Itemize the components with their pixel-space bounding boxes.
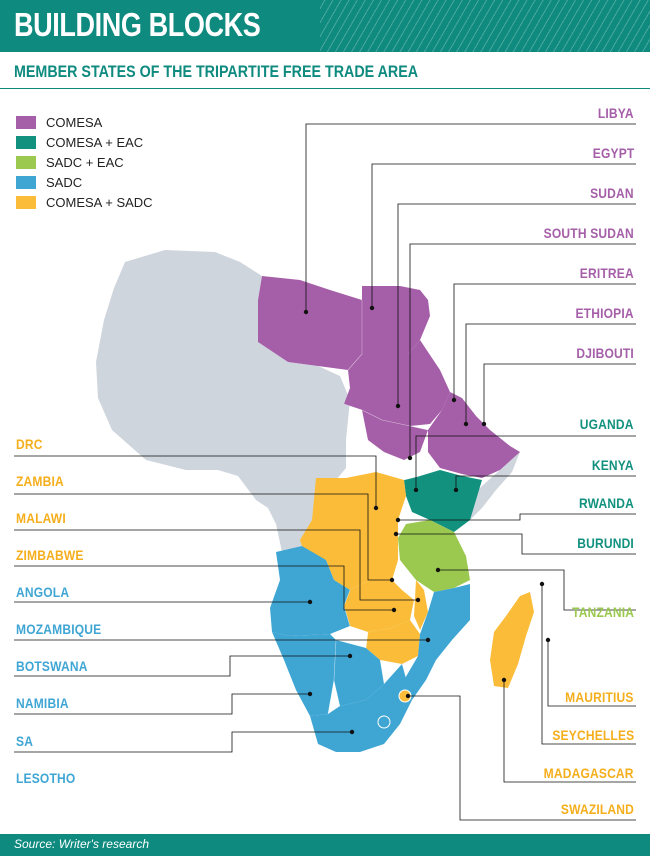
label-burundi: BURUNDI bbox=[577, 535, 634, 551]
lesotho-region bbox=[377, 715, 391, 729]
label-zambia: ZAMBIA bbox=[16, 473, 64, 489]
leader-lines bbox=[14, 123, 636, 821]
label-south-sudan: SOUTH SUDAN bbox=[543, 225, 634, 241]
zimbabwe-region bbox=[366, 620, 420, 664]
label-mauritius: MAURITIUS bbox=[565, 689, 634, 705]
egypt-region bbox=[362, 286, 430, 354]
legend-item-sadc-eac: SADC + EAC bbox=[16, 152, 153, 172]
subtitle-divider bbox=[0, 88, 650, 89]
label-madagascar: MADAGASCAR bbox=[543, 765, 634, 781]
legend-label: SADC bbox=[46, 174, 83, 190]
label-angola: ANGOLA bbox=[16, 584, 70, 600]
libya-region bbox=[258, 276, 362, 370]
label-libya: LIBYA bbox=[598, 105, 634, 121]
malawi-region bbox=[414, 580, 428, 630]
label-namibia: NAMIBIA bbox=[16, 695, 69, 711]
angola-region bbox=[270, 546, 350, 636]
madagascar-region bbox=[490, 592, 534, 688]
header-stripes bbox=[320, 0, 650, 52]
label-malawi: MALAWI bbox=[16, 510, 66, 526]
legend-swatch bbox=[16, 135, 36, 149]
rest-of-africa bbox=[96, 250, 350, 552]
legend-swatch bbox=[16, 115, 36, 129]
source-note: Source: Writer's research bbox=[14, 837, 149, 851]
label-kenya: KENYA bbox=[592, 457, 634, 473]
header-banner: BUILDING BLOCKS bbox=[0, 0, 650, 52]
label-mozambique: MOZAMBIQUE bbox=[16, 621, 102, 637]
label-eritrea: ERITREA bbox=[579, 265, 634, 281]
page-title: BUILDING BLOCKS bbox=[14, 6, 261, 43]
eritrea-ethiopia-region bbox=[428, 392, 520, 478]
label-drc: DRC bbox=[16, 436, 43, 452]
drc-region bbox=[300, 472, 406, 590]
legend-item-comesa: COMESA bbox=[16, 112, 153, 132]
legend-item-comesa-eac: COMESA + EAC bbox=[16, 132, 153, 152]
label-egypt: EGYPT bbox=[592, 145, 634, 161]
zambia-region bbox=[344, 580, 414, 632]
label-uganda: UGANDA bbox=[580, 416, 634, 432]
south-africa-region bbox=[310, 664, 412, 752]
legend-label: COMESA + SADC bbox=[46, 194, 153, 210]
mozambique-region bbox=[404, 584, 470, 700]
label-rwanda: RWANDA bbox=[579, 495, 634, 511]
sudan-region bbox=[344, 340, 450, 426]
legend-swatch bbox=[16, 155, 36, 169]
label-sa: SA bbox=[16, 733, 34, 749]
legend-label: COMESA bbox=[46, 114, 103, 130]
label-tanzania: TANZANIA bbox=[571, 604, 634, 620]
south-sudan-region bbox=[362, 410, 428, 460]
tanzania-region bbox=[398, 520, 470, 592]
anchor-dots bbox=[303, 305, 551, 735]
label-ethiopia: ETHIOPIA bbox=[575, 305, 634, 321]
footer-bar: Source: Writer's research bbox=[0, 834, 650, 856]
label-seychelles: SEYCHELLES bbox=[551, 727, 634, 743]
label-zimbabwe: ZIMBABWE bbox=[16, 547, 84, 563]
legend-label: COMESA + EAC bbox=[46, 134, 144, 150]
label-djibouti: DJIBOUTI bbox=[576, 345, 634, 361]
botswana-region bbox=[334, 640, 384, 706]
label-botswana: BOTSWANA bbox=[16, 658, 88, 674]
page-subtitle: MEMBER STATES OF THE TRIPARTITE FREE TRA… bbox=[14, 62, 419, 81]
legend-label: SADC + EAC bbox=[46, 154, 124, 170]
country-borders bbox=[327, 300, 429, 715]
legend-swatch bbox=[16, 175, 36, 189]
label-sudan: SUDAN bbox=[590, 185, 634, 201]
label-lesotho: LESOTHO bbox=[16, 770, 76, 786]
legend-swatch bbox=[16, 195, 36, 209]
namibia-region bbox=[272, 632, 336, 716]
legend-item-sadc: SADC bbox=[16, 172, 153, 192]
legend-item-comesa-sadc: COMESA + SADC bbox=[16, 192, 153, 212]
horn-somalia bbox=[470, 452, 520, 520]
legend: COMESA COMESA + EAC SADC + EAC SADC COME… bbox=[16, 112, 153, 212]
uganda-kenya-region bbox=[404, 470, 482, 532]
label-swaziland: SWAZILAND bbox=[560, 801, 634, 817]
